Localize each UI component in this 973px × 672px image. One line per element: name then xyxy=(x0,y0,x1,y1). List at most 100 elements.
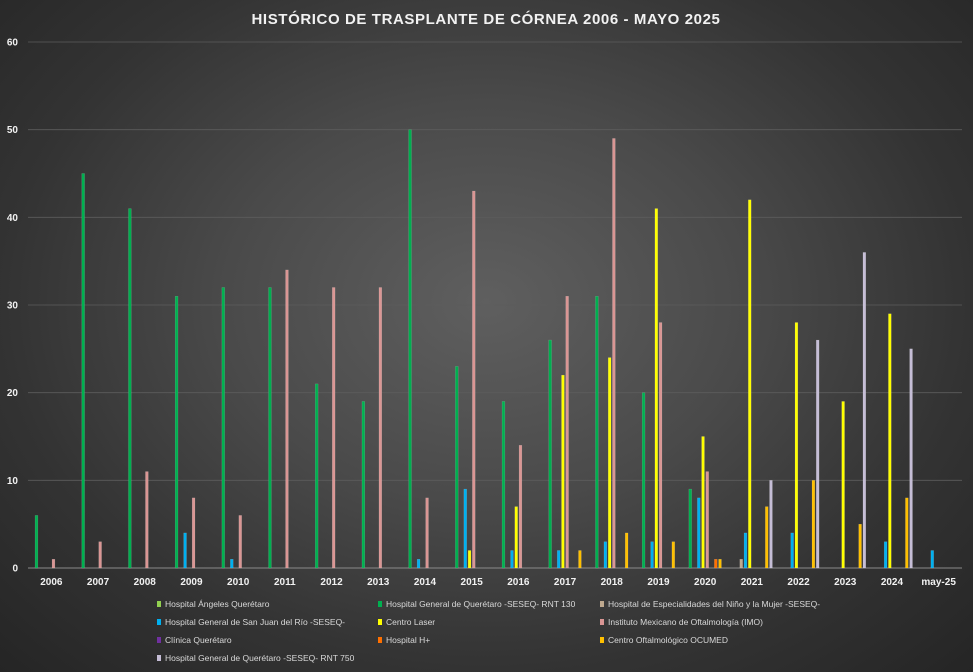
y-tick-label-50: 50 xyxy=(7,125,19,136)
legend-label: Instituto Mexicano de Oftalmología (IMO) xyxy=(608,617,763,627)
legend-item-centro-laser: Centro Laser xyxy=(378,617,435,627)
bar-hospital-general-de-san-juan-del-rio-seseq-2010 xyxy=(230,559,234,569)
bar-hospital-general-de-queretaro-seseq-rnt-130-2011 xyxy=(268,287,272,569)
bar-instituto-mexicano-de-oftalmologia-imo-2017 xyxy=(565,296,569,569)
x-tick-label-2017: 2017 xyxy=(554,577,577,588)
bar-centro-oftalmologico-ocumed-2023 xyxy=(858,523,862,569)
x-tick-label-2021: 2021 xyxy=(741,577,764,588)
bar-instituto-mexicano-de-oftalmologia-imo-2007 xyxy=(98,541,102,569)
bar-centro-oftalmologico-ocumed-2017 xyxy=(578,550,582,569)
bar-centro-laser-2022 xyxy=(794,322,799,569)
bar-hospital-general-de-queretaro-seseq-rnt-130-2019 xyxy=(641,392,646,569)
x-tick-label-2013: 2013 xyxy=(367,577,390,588)
bar-hospital-general-de-san-juan-del-rio-seseq-2021 xyxy=(743,532,748,569)
bar-hospital-general-de-queretaro-seseq-rnt-130-2018 xyxy=(595,296,599,569)
bar-hospital-general-de-san-juan-del-rio-seseq-2015 xyxy=(463,488,467,569)
x-tick-label-2011: 2011 xyxy=(274,577,296,588)
bar-centro-laser-2020 xyxy=(701,436,705,569)
x-tick-label-2024: 2024 xyxy=(881,577,904,588)
bar-hospital-general-de-queretaro-seseq-rnt-130-2006 xyxy=(34,515,39,569)
legend-item-centro-oftalmologico-ocumed: Centro Oftalmológico OCUMED xyxy=(600,635,728,645)
bar-instituto-mexicano-de-oftalmologia-imo-2006 xyxy=(51,559,56,569)
x-tick-label-2008: 2008 xyxy=(134,577,157,588)
bar-hospital-general-de-san-juan-del-rio-seseq-2016 xyxy=(510,550,514,569)
bar-hospital-general-de-queretaro-seseq-rnt-130-2007 xyxy=(81,173,85,569)
legend-swatch xyxy=(378,637,382,643)
bar-hospital-general-de-san-juan-del-rio-seseq-may-25 xyxy=(930,550,934,569)
legend-label: Hospital General de Querétaro -SESEQ- RN… xyxy=(386,599,576,609)
bar-instituto-mexicano-de-oftalmologia-imo-2014 xyxy=(425,497,429,569)
bar-hospital-general-de-queretaro-seseq-rnt-130-2013 xyxy=(361,401,365,569)
legend-label: Clínica Querétaro xyxy=(165,635,232,645)
x-tick-label-2015: 2015 xyxy=(461,577,484,588)
bar-instituto-mexicano-de-oftalmologia-imo-2019 xyxy=(658,322,663,569)
x-tick-label-2012: 2012 xyxy=(320,577,343,588)
legend-label: Hospital Ángeles Querétaro xyxy=(165,599,270,609)
bar-centro-laser-2018 xyxy=(608,357,612,569)
bar-centro-oftalmologico-ocumed-2024 xyxy=(905,497,909,569)
chart-title: HISTÓRICO DE TRASPLANTE DE CÓRNEA 2006 -… xyxy=(252,10,721,28)
x-tick-label-2023: 2023 xyxy=(834,577,857,588)
legend-swatch xyxy=(157,637,161,643)
bar-hospital-general-de-queretaro-seseq-rnt-750-2023 xyxy=(862,252,866,569)
bar-instituto-mexicano-de-oftalmologia-imo-2016 xyxy=(518,445,523,569)
x-axis-tick-labels: 2006 2007 2008 2009 2010 2011 2012 2013 2014 2015… xyxy=(40,577,956,588)
bar-instituto-mexicano-de-oftalmologia-imo-2012 xyxy=(332,287,336,569)
bar-centro-laser-2023 xyxy=(841,401,845,569)
gridlines xyxy=(28,41,962,569)
legend-label: Hospital General de San Juan del Río -SE… xyxy=(165,617,345,627)
legend-item-hospital-general-de-queretaro-seseq-rnt-750: Hospital General de Querétaro -SESEQ- RN… xyxy=(157,653,355,663)
bar-hospital-general-de-queretaro-seseq-rnt-130-2017 xyxy=(548,339,552,569)
bar-hospital-h-2020 xyxy=(714,559,718,569)
bar-hospital-general-de-san-juan-del-rio-seseq-2009 xyxy=(183,532,187,569)
bar-instituto-mexicano-de-oftalmologia-imo-2011 xyxy=(285,269,289,569)
y-axis-tick-labels: 0 10 20 30 40 50 60 xyxy=(7,38,19,575)
legend-label: Centro Oftalmológico OCUMED xyxy=(608,635,728,645)
bar-instituto-mexicano-de-oftalmologia-imo-2010 xyxy=(238,515,242,569)
bar-hospital-general-de-queretaro-seseq-rnt-130-2009 xyxy=(174,296,179,569)
legend-item-clinica-queretaro: Clínica Querétaro xyxy=(157,635,232,645)
legend-swatch xyxy=(157,601,161,607)
bar-hospital-general-de-queretaro-seseq-rnt-750-2021 xyxy=(769,480,773,569)
legend-item-hospital-de-especialidades-del-nino-y-la-mujer-seseq: Hospital de Especialidades del Niño y la… xyxy=(600,599,820,609)
y-tick-label-60: 60 xyxy=(7,38,19,49)
bar-hospital-general-de-queretaro-seseq-rnt-130-2016 xyxy=(501,401,506,569)
legend-label: Centro Laser xyxy=(386,617,435,627)
y-tick-label-30: 30 xyxy=(7,301,19,312)
legend-item-hospital-general-de-queretaro-seseq-rnt-130: Hospital General de Querétaro -SESEQ- RN… xyxy=(378,599,576,609)
bar-instituto-mexicano-de-oftalmologia-imo-2013 xyxy=(378,287,382,569)
bar-instituto-mexicano-de-oftalmologia-imo-2008 xyxy=(145,471,149,569)
y-tick-label-10: 10 xyxy=(7,476,19,487)
legend-label: Hospital H+ xyxy=(386,635,430,645)
bar-instituto-mexicano-de-oftalmologia-imo-2015 xyxy=(472,190,476,569)
legend-item-instituto-mexicano-de-oftalmologia-imo: Instituto Mexicano de Oftalmología (IMO) xyxy=(600,617,763,627)
legend-swatch xyxy=(157,619,161,625)
x-tick-label-2016: 2016 xyxy=(507,577,530,588)
bar-instituto-mexicano-de-oftalmologia-imo-2018 xyxy=(612,138,616,569)
legend-swatch xyxy=(600,619,604,625)
bar-centro-oftalmologico-ocumed-2020 xyxy=(718,559,722,569)
x-tick-label-2014: 2014 xyxy=(414,577,437,588)
bar-hospital-general-de-san-juan-del-rio-seseq-2024 xyxy=(883,541,888,569)
bar-centro-oftalmologico-ocumed-2019 xyxy=(671,541,675,569)
bar-hospital-general-de-queretaro-seseq-rnt-130-2008 xyxy=(128,208,132,569)
legend-swatch xyxy=(600,637,604,643)
bar-hospital-general-de-queretaro-seseq-rnt-750-2022 xyxy=(816,339,820,569)
bar-instituto-mexicano-de-oftalmologia-imo-2020 xyxy=(705,471,709,569)
x-tick-label-2022: 2022 xyxy=(787,577,810,588)
bar-hospital-general-de-san-juan-del-rio-seseq-2017 xyxy=(557,550,561,569)
legend-swatch xyxy=(600,601,604,607)
bar-centro-oftalmologico-ocumed-2022 xyxy=(811,480,816,569)
bar-centro-laser-2024 xyxy=(888,313,892,569)
bar-hospital-general-de-queretaro-seseq-rnt-750-2024 xyxy=(909,348,913,569)
legend-swatch xyxy=(157,655,161,661)
bar-centro-laser-2019 xyxy=(654,208,658,569)
x-tick-label-2019: 2019 xyxy=(647,577,670,588)
x-tick-label-may-25: may-25 xyxy=(921,577,956,588)
bar-hospital-general-de-queretaro-seseq-rnt-130-2014 xyxy=(408,129,412,569)
bar-hospital-general-de-san-juan-del-rio-seseq-2019 xyxy=(650,541,654,569)
bar-centro-oftalmologico-ocumed-2021 xyxy=(765,506,769,569)
legend: Hospital Ángeles Querétaro Hospital Gener… xyxy=(157,599,820,663)
bar-hospital-general-de-queretaro-seseq-rnt-130-2015 xyxy=(455,366,459,569)
